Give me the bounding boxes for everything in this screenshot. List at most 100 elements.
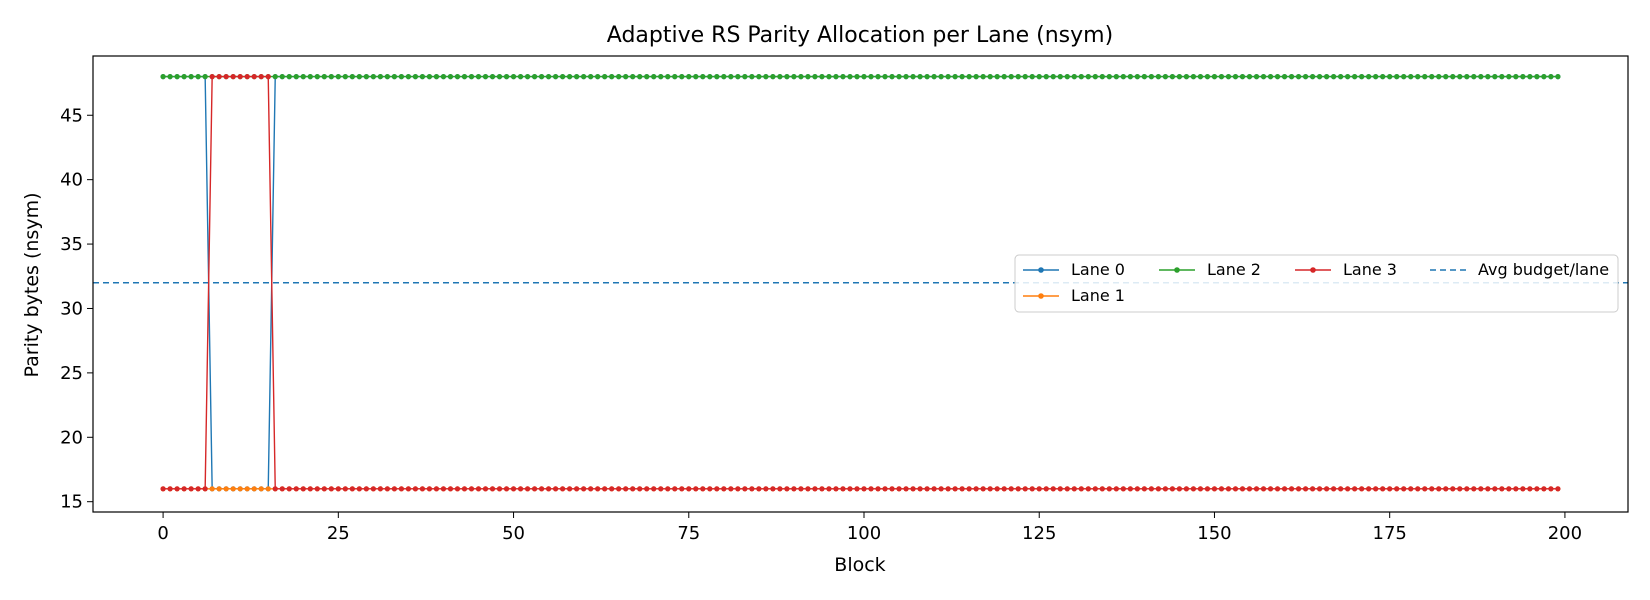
data-point — [1422, 486, 1428, 492]
data-point — [181, 74, 187, 80]
data-point — [195, 486, 201, 492]
data-point — [1148, 74, 1154, 80]
data-point — [1183, 486, 1190, 492]
legend-swatch-marker — [1310, 267, 1316, 273]
data-point — [377, 74, 383, 80]
plot-area — [93, 74, 1628, 492]
data-point — [665, 74, 671, 80]
data-point — [1232, 486, 1239, 492]
data-point — [1169, 74, 1176, 80]
data-point — [363, 486, 369, 492]
data-point — [482, 74, 489, 80]
data-point — [1401, 486, 1407, 492]
data-point — [644, 74, 650, 80]
data-point — [489, 486, 496, 492]
data-point — [1225, 486, 1232, 492]
data-point — [987, 486, 993, 492]
data-point — [482, 486, 489, 492]
data-point — [384, 74, 390, 80]
legend-label: Avg budget/lane — [1478, 260, 1609, 279]
data-point — [812, 74, 818, 80]
data-point — [987, 74, 993, 80]
data-point — [1415, 74, 1421, 80]
data-point — [1015, 486, 1021, 492]
data-point — [1190, 74, 1197, 80]
data-point — [1043, 74, 1049, 80]
data-point — [293, 486, 299, 492]
data-point — [188, 74, 194, 80]
data-point — [973, 74, 979, 80]
data-point — [524, 74, 531, 80]
data-point — [1331, 486, 1337, 492]
data-point — [567, 486, 573, 492]
data-point — [994, 74, 1000, 80]
data-point — [286, 74, 292, 80]
data-point — [258, 74, 264, 80]
y-tick-label: 25 — [60, 363, 83, 384]
data-point — [1317, 486, 1323, 492]
data-point — [1534, 74, 1540, 80]
data-point — [686, 486, 692, 492]
data-point — [426, 74, 433, 80]
data-point — [307, 486, 313, 492]
data-point — [545, 74, 552, 80]
data-point — [265, 486, 271, 492]
data-point — [1380, 486, 1386, 492]
data-point — [1401, 74, 1407, 80]
legend-label: Lane 3 — [1343, 260, 1397, 279]
data-point — [454, 74, 461, 80]
data-point — [602, 74, 608, 80]
data-point — [335, 74, 341, 80]
legend-item-lane-0: Lane 0 — [1023, 260, 1125, 279]
data-point — [917, 74, 923, 80]
data-point — [321, 74, 327, 80]
data-point — [1548, 74, 1554, 80]
data-point — [630, 486, 636, 492]
data-point — [1036, 74, 1042, 80]
data-point — [370, 486, 376, 492]
data-point — [167, 74, 173, 80]
data-point — [1429, 74, 1435, 80]
data-point — [819, 486, 825, 492]
data-point — [1155, 486, 1161, 492]
data-point — [1057, 486, 1063, 492]
legend-swatch-marker — [1038, 267, 1044, 273]
data-point — [707, 486, 713, 492]
x-tick-label: 50 — [502, 523, 525, 544]
data-point — [307, 74, 313, 80]
legend-label: Lane 1 — [1071, 286, 1125, 305]
data-point — [588, 486, 594, 492]
data-point — [475, 486, 482, 492]
data-point — [1008, 486, 1014, 492]
data-point — [468, 74, 475, 80]
data-point — [1541, 486, 1547, 492]
y-tick-label: 40 — [60, 170, 83, 191]
data-point — [1359, 486, 1365, 492]
data-point — [784, 486, 790, 492]
data-point — [1380, 74, 1386, 80]
data-point — [938, 74, 944, 80]
data-point — [756, 74, 762, 80]
data-point — [244, 74, 250, 80]
legend-item-lane-2: Lane 2 — [1159, 260, 1261, 279]
data-point — [279, 486, 285, 492]
data-point — [188, 486, 194, 492]
data-point — [1541, 74, 1547, 80]
data-point — [503, 486, 510, 492]
data-point — [840, 486, 846, 492]
data-point — [1092, 74, 1098, 80]
data-point — [419, 74, 426, 80]
data-point — [510, 74, 517, 80]
data-point — [798, 74, 804, 80]
data-point — [770, 486, 776, 492]
data-point — [637, 486, 643, 492]
data-point — [426, 486, 433, 492]
data-point — [1555, 486, 1561, 492]
data-point — [1520, 74, 1526, 80]
data-point — [1183, 74, 1190, 80]
data-point — [1141, 74, 1147, 80]
data-point — [840, 74, 846, 80]
data-point — [714, 74, 720, 80]
y-tick-label: 45 — [60, 105, 83, 126]
data-point — [1127, 74, 1133, 80]
